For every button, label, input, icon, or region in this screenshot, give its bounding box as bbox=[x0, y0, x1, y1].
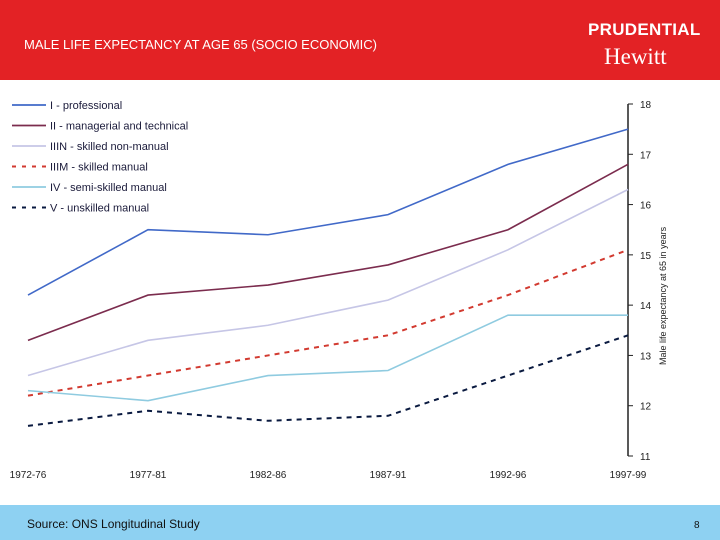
legend-label: V - unskilled manual bbox=[50, 203, 149, 215]
source-note: Source: ONS Longitudinal Study bbox=[27, 517, 200, 531]
series-line-2 bbox=[27, 188, 629, 377]
x-tick-label: 1992-96 bbox=[490, 470, 527, 481]
line-chart: 11 12 13 14 15 16 17 18 Male life expectancy at … bbox=[10, 100, 668, 481]
page-number: 8 bbox=[694, 520, 700, 531]
logo-hewitt: Hewitt bbox=[604, 44, 667, 69]
series-line-3 bbox=[27, 248, 629, 397]
y-tick-label: 12 bbox=[640, 402, 652, 413]
legend-label: IV - semi-skilled manual bbox=[50, 182, 167, 194]
y-tick-label: 14 bbox=[640, 301, 652, 312]
y-tick-label: 17 bbox=[640, 150, 652, 161]
legend-label: IIIM - skilled manual bbox=[50, 162, 148, 174]
page-title: MALE LIFE EXPECTANCY AT AGE 65 (SOCIO EC… bbox=[24, 37, 378, 52]
legend-label: I - professional bbox=[50, 100, 122, 112]
y-tick-label: 16 bbox=[640, 201, 652, 212]
y-tick-label: 15 bbox=[640, 251, 652, 262]
x-tick-label: 1972-76 bbox=[10, 470, 47, 481]
logo-prudential: PRUDENTIAL bbox=[588, 20, 701, 39]
footer-bar: Source: ONS Longitudinal Study 8 bbox=[0, 505, 720, 540]
x-tick-label: 1977-81 bbox=[130, 470, 167, 481]
x-tick-label: 1997-99 bbox=[610, 470, 647, 481]
header-bar: MALE LIFE EXPECTANCY AT AGE 65 (SOCIO EC… bbox=[0, 0, 720, 80]
x-tick-label: 1982-86 bbox=[250, 470, 287, 481]
series-line-5 bbox=[27, 334, 629, 427]
legend-label: II - managerial and technical bbox=[50, 121, 188, 133]
y-tick-label: 13 bbox=[640, 351, 652, 362]
x-tick-label: 1987-91 bbox=[370, 470, 407, 481]
y-tick-label: 11 bbox=[640, 452, 651, 463]
series-line-0 bbox=[27, 128, 629, 296]
y-axis-label: Male life expectancy at 65 in years bbox=[658, 226, 668, 365]
series-line-4 bbox=[27, 314, 628, 402]
series-line-1 bbox=[27, 163, 629, 342]
y-tick-label: 18 bbox=[640, 100, 652, 111]
legend-label: IIIN - skilled non-manual bbox=[50, 141, 169, 153]
